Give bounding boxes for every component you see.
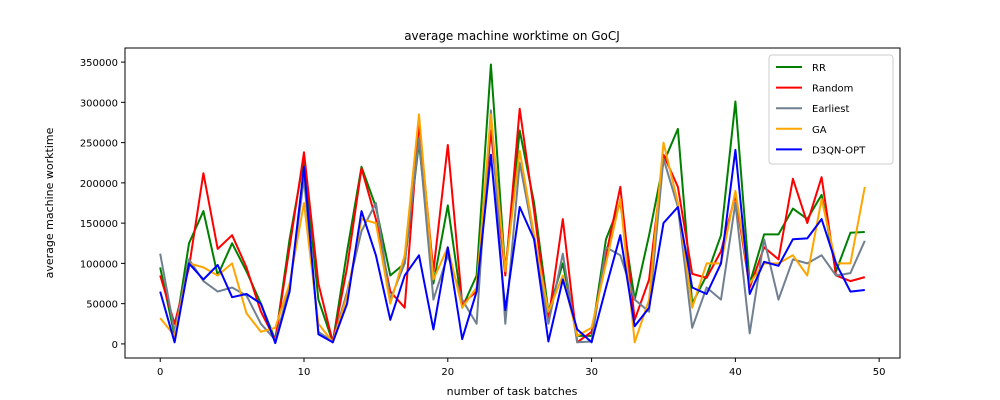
series-line-3 bbox=[159, 113, 866, 344]
x-tick-label: 0 bbox=[157, 367, 163, 378]
x-axis-label: number of task batches bbox=[447, 385, 578, 398]
y-tick-label: 200000 bbox=[80, 179, 118, 190]
y-tick-label: 250000 bbox=[80, 139, 118, 150]
legend-label: D3QN-OPT bbox=[812, 145, 866, 156]
x-tick-label: 10 bbox=[298, 367, 311, 378]
legend-box bbox=[768, 54, 894, 165]
legend-label: Earliest bbox=[812, 104, 849, 115]
plot-frame bbox=[124, 47, 901, 359]
x-axis: 0 10 20 30 40 50 bbox=[157, 358, 886, 378]
series-line-2 bbox=[159, 109, 866, 344]
legend-label: RR bbox=[812, 63, 826, 74]
y-tick-label: 50000 bbox=[86, 300, 118, 311]
series-line-1 bbox=[159, 107, 866, 344]
chart-title: average machine worktime on GoCJ bbox=[404, 29, 620, 43]
legend: RR Random Earliest GA D3QN-OPT bbox=[768, 54, 894, 165]
y-axis-label: average machine worktime bbox=[43, 127, 56, 278]
legend-label: GA bbox=[812, 125, 827, 136]
y-tick-label: 350000 bbox=[80, 58, 118, 69]
y-tick-label: 0 bbox=[112, 340, 118, 351]
x-tick-label: 20 bbox=[441, 367, 454, 378]
x-tick-label: 50 bbox=[873, 367, 886, 378]
x-tick-label: 40 bbox=[729, 367, 742, 378]
series-layer bbox=[159, 63, 866, 345]
legend-label: Random bbox=[812, 84, 853, 95]
y-tick-label: 150000 bbox=[80, 219, 118, 230]
y-tick-label: 300000 bbox=[80, 98, 118, 109]
x-tick-label: 30 bbox=[585, 367, 598, 378]
y-tick-label: 100000 bbox=[80, 259, 118, 270]
series-line-4 bbox=[159, 148, 865, 345]
y-axis: 0 50000 100000 150000 200000 250000 300000 3500… bbox=[80, 58, 125, 351]
